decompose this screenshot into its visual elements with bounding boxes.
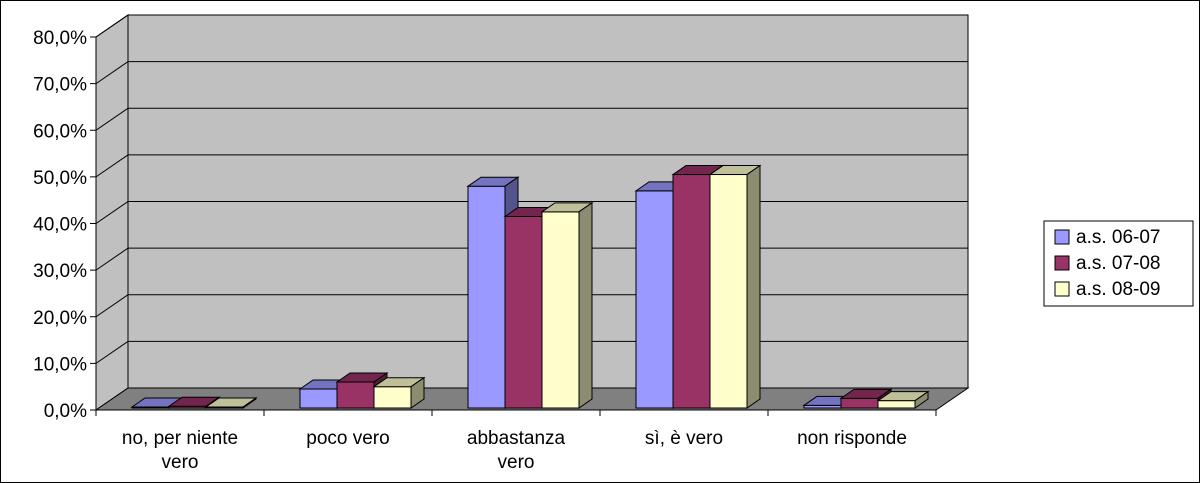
legend: a.s. 06-07 a.s. 07-08 a.s. 08-09	[1044, 221, 1193, 306]
bar-front	[337, 382, 374, 408]
y-tick-label: 40,0%	[33, 215, 87, 236]
x-category-label: no, per niente vero	[122, 428, 238, 473]
bar-front	[636, 191, 673, 408]
bar-front	[878, 401, 915, 408]
bar-front	[374, 387, 411, 408]
legend-label: a.s. 08-09	[1076, 279, 1161, 300]
y-tick-label: 30,0%	[33, 261, 87, 282]
y-tick-label: 0,0%	[44, 401, 87, 422]
y-axis: 0,0% 10,0% 20,0% 30,0% 40,0% 50,0% 60,0% 70,0% 8…	[33, 28, 96, 422]
bar	[374, 378, 424, 408]
y-tick-label: 50,0%	[33, 168, 87, 189]
y-tick-label: 70,0%	[33, 75, 87, 96]
x-category-label: abbastanza vero	[467, 428, 566, 473]
legend-swatch	[1055, 256, 1069, 270]
legend-swatch	[1055, 282, 1069, 296]
y-tick-label: 10,0%	[33, 354, 87, 375]
bar-front	[542, 212, 579, 408]
y-tick-label: 80,0%	[33, 28, 87, 49]
legend-label: a.s. 06-07	[1076, 227, 1161, 248]
x-category-label: sì, è vero	[645, 428, 723, 449]
bar-front	[468, 186, 505, 408]
y-tick-label: 20,0%	[33, 308, 87, 329]
bar	[710, 166, 760, 408]
bar-front	[300, 389, 337, 408]
x-axis: no, per niente vero poco vero abbastanza ver…	[96, 410, 936, 473]
x-category-label: non risponde	[797, 428, 907, 449]
bar-front	[673, 175, 710, 408]
bar-front	[841, 398, 878, 408]
legend-label: a.s. 07-08	[1076, 253, 1161, 274]
bar	[542, 203, 592, 408]
bar-front	[710, 175, 747, 408]
bar-side	[747, 166, 760, 408]
y-tick-label: 60,0%	[33, 121, 87, 142]
legend-swatch	[1055, 230, 1069, 244]
x-category-label: poco vero	[306, 428, 389, 449]
bar-side	[579, 203, 592, 408]
bar-front	[505, 217, 542, 408]
